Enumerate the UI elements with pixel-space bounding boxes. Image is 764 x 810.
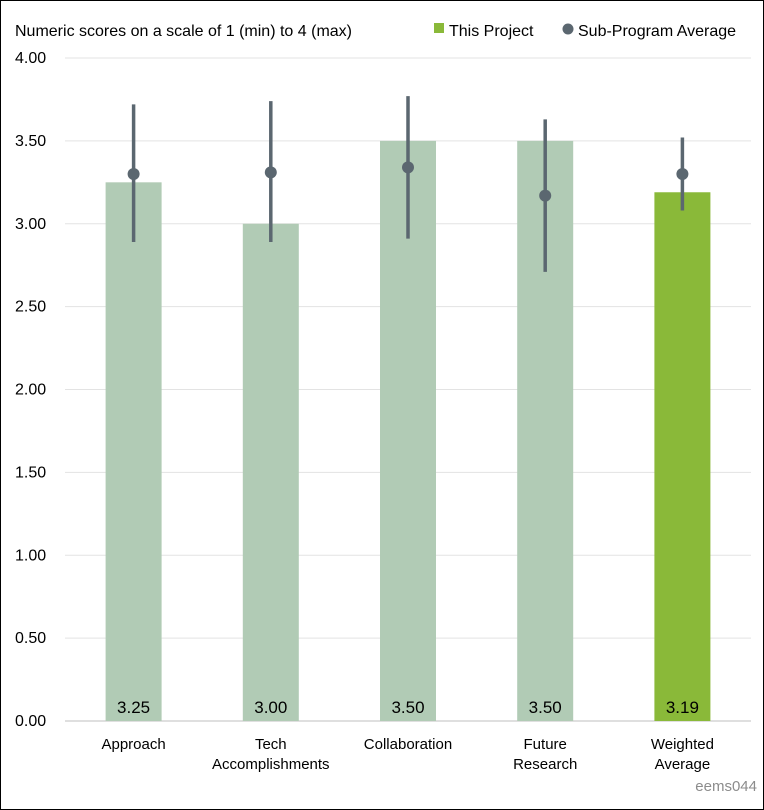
y-tick-label: 3.50	[15, 133, 46, 150]
watermark: eems044	[695, 778, 757, 795]
y-tick-label: 0.50	[15, 630, 46, 647]
y-tick-label: 4.00	[15, 50, 46, 67]
x-category-label: Accomplishments	[212, 756, 330, 773]
x-category-label: Tech	[255, 736, 287, 753]
average-marker	[676, 168, 689, 181]
x-category-label: Average	[655, 756, 711, 773]
x-category-label: Weighted	[651, 736, 714, 753]
bars	[105, 140, 711, 721]
data-label: 3.25	[117, 698, 150, 717]
bar	[654, 192, 711, 721]
legend-label-this-project: This Project	[449, 23, 534, 40]
average-marker	[264, 166, 277, 179]
x-category-label: Collaboration	[364, 736, 452, 753]
legend-marker-sub-program-average	[562, 23, 574, 35]
data-labels: 3.25 3.00 3.50 3.50 3.19	[117, 698, 699, 717]
data-label: 3.19	[666, 698, 699, 717]
y-tick-label: 1.50	[15, 464, 46, 481]
x-axis-labels: Approach Tech Accomplishments Collaboration…	[101, 736, 713, 773]
y-tick-label: 1.00	[15, 547, 46, 564]
y-tick-label: 3.00	[15, 216, 46, 233]
y-tick-label: 2.50	[15, 299, 46, 316]
chart-subtitle: Numeric scores on a scale of 1 (min) to …	[15, 23, 352, 40]
error-bars	[127, 96, 689, 272]
average-marker	[127, 168, 140, 181]
x-category-label: Future	[524, 736, 567, 753]
legend-swatch-this-project	[434, 23, 444, 33]
bar	[242, 223, 299, 721]
data-label: 3.50	[529, 698, 562, 717]
data-label: 3.50	[391, 698, 424, 717]
average-marker	[402, 161, 414, 174]
legend-label-sub-program-average: Sub-Program Average	[578, 23, 736, 40]
data-label: 3.00	[254, 698, 287, 717]
average-marker	[539, 189, 552, 202]
y-axis-ticks: 0.00 0.50 1.00 1.50 2.00 2.50 3.00 3.50 4.00	[15, 50, 46, 730]
legend: This Project Sub-Program Average	[434, 23, 736, 40]
x-category-label: Approach	[101, 736, 165, 753]
y-tick-label: 2.00	[15, 382, 46, 399]
x-category-label: Research	[513, 756, 577, 773]
y-tick-label: 0.00	[15, 713, 46, 730]
bar	[105, 182, 162, 721]
